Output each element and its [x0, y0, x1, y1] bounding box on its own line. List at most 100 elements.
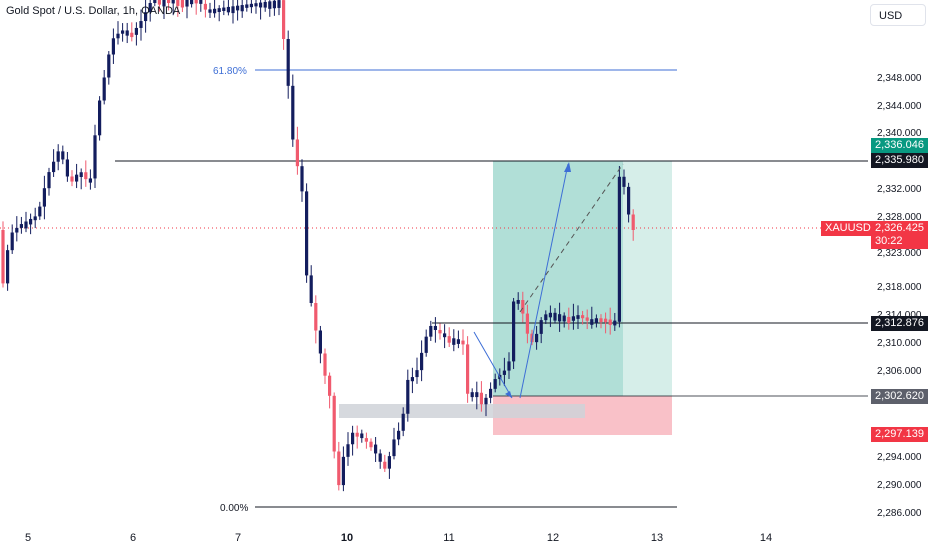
candle-body [295, 139, 299, 167]
candle-body [337, 451, 341, 486]
candle-body [180, 0, 184, 8]
support-price-tag: 2,312.876 [871, 316, 928, 331]
time-tick-label: 13 [651, 532, 663, 544]
price-tick-label: 2,340.000 [877, 128, 922, 139]
candle-body [622, 176, 626, 187]
time-tick-label: 6 [130, 532, 136, 544]
price-tick-label: 2,323.000 [877, 248, 922, 259]
resistance-price-tag: 2,335.980 [871, 153, 928, 168]
candle-body [512, 301, 516, 362]
fib-0-label: 0.00% [220, 503, 248, 514]
candle-body [318, 330, 322, 354]
candle-body [42, 188, 46, 207]
candle-body [424, 336, 428, 353]
candle-body [70, 176, 74, 182]
candle-body [507, 361, 511, 371]
trend-arrow-1-head [505, 391, 512, 398]
time-tick-label: 11 [443, 532, 454, 544]
current-price-tag: 2,326.425 [871, 221, 928, 236]
candle-body [29, 218, 33, 225]
candle-body [553, 312, 557, 321]
candle-body [254, 3, 258, 7]
candle-body [392, 439, 396, 457]
candle-body [38, 206, 42, 217]
candle-body [121, 30, 125, 34]
candle-body [438, 329, 442, 334]
candle-body [567, 316, 571, 324]
position-diagonal [519, 163, 624, 313]
price-tick-label: 2,318.000 [877, 282, 922, 293]
candle-body [341, 456, 345, 486]
candle-body [259, 2, 263, 8]
tp-price-tag: 2,336.046 [871, 138, 928, 153]
candle-body [544, 314, 548, 321]
time-tick-label: 7 [235, 532, 241, 544]
candle-body [1, 230, 5, 284]
candle-body [521, 300, 525, 314]
candle-body [10, 232, 14, 251]
candle-body [144, 12, 148, 22]
candle-body [176, 0, 180, 6]
candle-body [539, 320, 543, 334]
candle-body [277, 0, 281, 8]
candle-body [217, 8, 221, 12]
candle-body [116, 33, 120, 39]
candle-body [171, 0, 175, 4]
candle-body [397, 430, 401, 440]
time-tick-label: 12 [547, 532, 559, 544]
candle-body [130, 32, 134, 38]
candle-body [52, 161, 56, 173]
candle-body [19, 224, 23, 228]
candle-body [24, 221, 28, 229]
currency-button[interactable]: USD [870, 4, 926, 26]
time-axis[interactable]: 5 6 7 10 11 12 13 14 [25, 532, 772, 544]
candles-group [1, 0, 635, 492]
candle-body [493, 379, 497, 389]
time-tick-label: 10 [341, 532, 353, 544]
candle-body [291, 85, 295, 140]
candle-body [111, 38, 115, 55]
candle-body [351, 432, 355, 445]
candle-body [364, 438, 368, 442]
candle-body [355, 432, 359, 437]
candle-body [185, 0, 189, 7]
candle-body [383, 461, 387, 469]
candle-body [604, 318, 608, 323]
candle-body [452, 338, 456, 345]
candle-body [590, 319, 594, 325]
candle-body [263, 1, 267, 8]
candle-body [456, 339, 460, 344]
trend-arrow-2-shaft[interactable] [519, 163, 569, 399]
candle-body [374, 444, 378, 454]
candle-body [443, 333, 447, 338]
candle-body [627, 186, 631, 215]
candle-body [581, 315, 585, 319]
countdown-tag: 30:22 [871, 234, 928, 249]
price-axis[interactable]: 2,348.000 2,344.000 2,340.000 2,332.000 2,32… [877, 73, 922, 519]
candle-body [84, 172, 88, 180]
price-tick-label: 2,294.000 [877, 452, 922, 463]
candle-body [594, 318, 598, 324]
candle-body [199, 0, 203, 4]
candle-body [286, 39, 290, 86]
candle-body [125, 30, 129, 36]
price-tick-label: 2,290.000 [877, 480, 922, 491]
candle-body [525, 313, 529, 334]
candle-body [571, 316, 575, 321]
candle-body [548, 312, 552, 318]
candle-body [88, 178, 92, 183]
candle-body [153, 0, 157, 3]
candle-body [268, 1, 272, 9]
candle-body [245, 4, 249, 8]
candle-body [599, 318, 603, 322]
trend-arrow-1-shaft[interactable] [473, 331, 513, 399]
candle-body [608, 319, 612, 325]
candle-body [429, 325, 433, 337]
price-tick-label: 2,348.000 [877, 73, 922, 84]
candle-body [190, 0, 194, 5]
candle-body [6, 250, 10, 284]
candle-body [98, 100, 102, 136]
candle-body [420, 352, 424, 371]
candle-body [305, 191, 309, 276]
